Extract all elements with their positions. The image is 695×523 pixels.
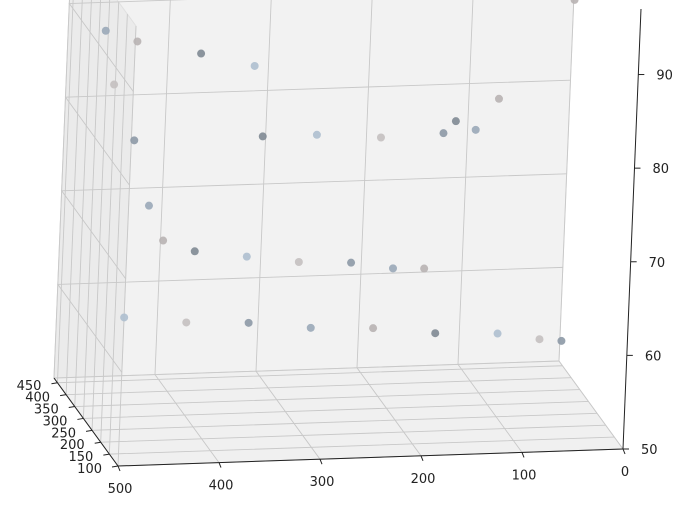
x-tick bbox=[521, 452, 525, 458]
y-tick-label: 350 bbox=[34, 403, 59, 418]
y-tick-label: 400 bbox=[25, 391, 50, 406]
data-point bbox=[451, 117, 460, 126]
data-point bbox=[120, 313, 129, 322]
x-tick bbox=[319, 459, 323, 465]
x-axis-line bbox=[117, 448, 624, 467]
data-point bbox=[494, 94, 503, 103]
data-point bbox=[130, 136, 139, 145]
x-tick bbox=[420, 455, 424, 461]
data-point bbox=[369, 324, 378, 333]
data-point bbox=[431, 329, 440, 338]
axis-panes bbox=[53, 0, 624, 468]
data-point bbox=[110, 80, 119, 89]
y-tick bbox=[60, 394, 67, 397]
data-point bbox=[244, 318, 253, 327]
y-tick bbox=[94, 441, 101, 444]
y-tick-label: 300 bbox=[43, 414, 68, 429]
data-points bbox=[101, 0, 579, 345]
z-tick-label: 80 bbox=[652, 162, 669, 177]
data-point bbox=[376, 133, 385, 142]
data-point bbox=[347, 258, 356, 267]
data-point bbox=[101, 26, 110, 35]
x-tick-label: 200 bbox=[411, 472, 436, 487]
grid-line-z bbox=[56, 266, 563, 373]
data-point bbox=[535, 335, 544, 344]
y-tick bbox=[103, 453, 110, 456]
tick-labels: 500 400 300 200 100 0450400350300250200150100… bbox=[17, 69, 673, 497]
y-tick-label: 150 bbox=[69, 450, 94, 465]
x-tick-label: 0 bbox=[621, 465, 629, 480]
data-point bbox=[493, 329, 502, 338]
y-tick bbox=[68, 406, 75, 409]
z-tick-label: 50 bbox=[641, 443, 658, 458]
data-point bbox=[144, 201, 153, 210]
y-tick-label: 250 bbox=[51, 426, 76, 441]
data-point bbox=[570, 0, 579, 4]
z-tick-label: 60 bbox=[645, 349, 662, 364]
x-tick-label: 100 bbox=[512, 468, 537, 483]
grid-line-z bbox=[64, 79, 571, 186]
data-point bbox=[420, 264, 429, 273]
x-tick-label: 300 bbox=[310, 475, 335, 490]
data-point bbox=[389, 264, 398, 273]
data-point bbox=[250, 61, 259, 70]
data-point bbox=[197, 49, 206, 58]
grid-line-z bbox=[60, 173, 567, 280]
data-point bbox=[133, 37, 142, 46]
x-tick bbox=[117, 465, 121, 472]
z-tick-label: 70 bbox=[649, 256, 666, 271]
x-tick bbox=[218, 462, 222, 468]
data-point bbox=[557, 336, 566, 345]
x-tick-label: 400 bbox=[209, 479, 234, 494]
x-tick-label: 500 bbox=[108, 482, 133, 497]
y-tick bbox=[51, 382, 58, 385]
y-tick bbox=[77, 417, 84, 420]
y-tick-label: 450 bbox=[17, 379, 42, 394]
data-point bbox=[190, 247, 199, 256]
y-tick bbox=[111, 465, 119, 468]
z-tick-label: 90 bbox=[656, 69, 673, 84]
y-tick-label: 100 bbox=[77, 462, 102, 477]
y-tick bbox=[85, 429, 93, 432]
y-tick-label: 200 bbox=[60, 438, 85, 453]
data-point bbox=[159, 236, 168, 245]
data-point bbox=[294, 257, 303, 266]
z-axis-line bbox=[622, 8, 642, 450]
x-tick bbox=[622, 448, 626, 455]
data-point bbox=[182, 318, 191, 327]
data-point bbox=[439, 129, 448, 138]
data-point bbox=[312, 130, 321, 139]
data-point bbox=[306, 323, 315, 332]
y-axis-line bbox=[53, 377, 119, 467]
floor-pane bbox=[53, 360, 624, 467]
data-point bbox=[242, 252, 251, 261]
data-point bbox=[258, 132, 267, 141]
axis-lines bbox=[51, 8, 645, 472]
grid-line-z bbox=[68, 0, 188, 92]
data-point bbox=[471, 125, 480, 134]
